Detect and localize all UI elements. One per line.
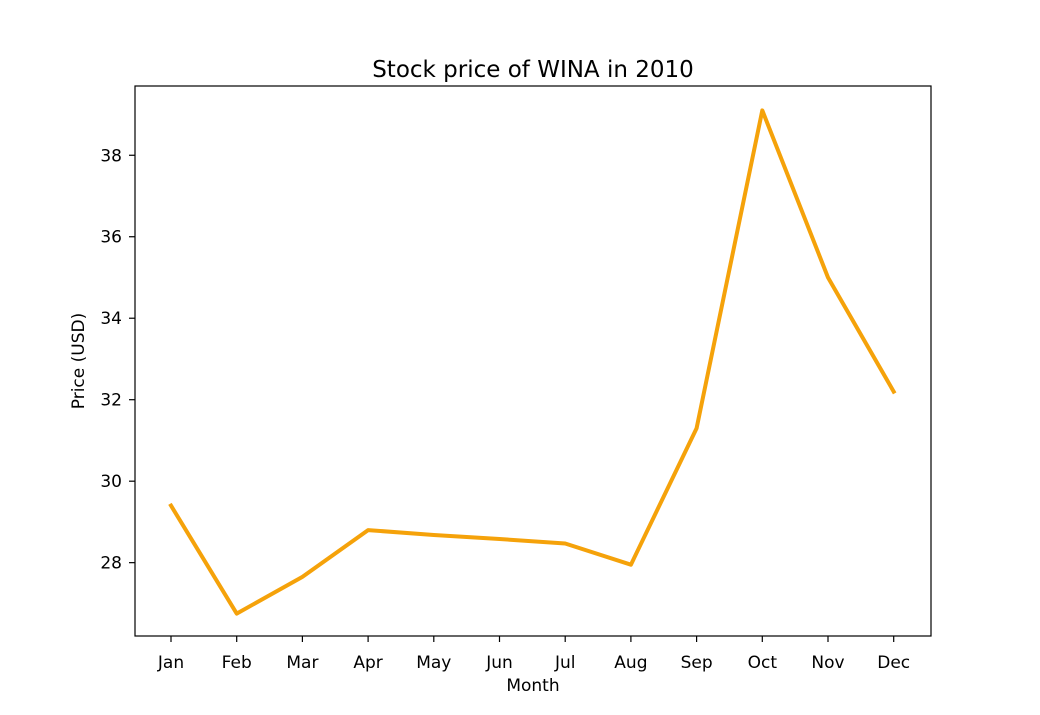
y-tick-label: 38 (100, 146, 122, 166)
x-tick-label: Oct (748, 653, 778, 673)
y-axis: 28 30 32 34 36 38 (100, 146, 135, 574)
y-tick-label: 36 (100, 228, 122, 248)
y-axis-label: Price (USD) (69, 313, 89, 409)
chart-title: Stock price of WINA in 2010 (372, 57, 694, 83)
x-axis: Jan Feb Mar Apr May Jun Jul Aug Sep Oct Nov Dec (157, 636, 910, 673)
series-layer (168, 108, 897, 616)
plot-frame (134, 85, 932, 637)
x-axis-label: Month (506, 676, 559, 696)
x-tick-label: Dec (877, 653, 910, 673)
x-tick-label: Aug (614, 653, 647, 673)
x-tick-label: Jul (554, 653, 576, 673)
y-tick-label: 32 (100, 391, 122, 411)
x-tick-label: Feb (222, 653, 252, 673)
x-tick-label: Jan (157, 653, 184, 673)
plot-area: Jan Feb Mar Apr May Jun Jul Aug Sep Oct Nov Dec 28 3… (100, 85, 932, 673)
y-tick-label: 28 (100, 554, 122, 574)
y-tick-label: 30 (100, 472, 122, 492)
y-tick-label: 34 (100, 309, 122, 329)
x-tick-label: Mar (286, 653, 318, 673)
x-tick-label: May (416, 653, 451, 673)
x-tick-label: Apr (353, 653, 382, 673)
price-line (168, 108, 897, 616)
x-tick-label: Sep (681, 653, 713, 673)
x-tick-label: Nov (811, 653, 844, 673)
x-tick-label: Jun (485, 653, 513, 673)
